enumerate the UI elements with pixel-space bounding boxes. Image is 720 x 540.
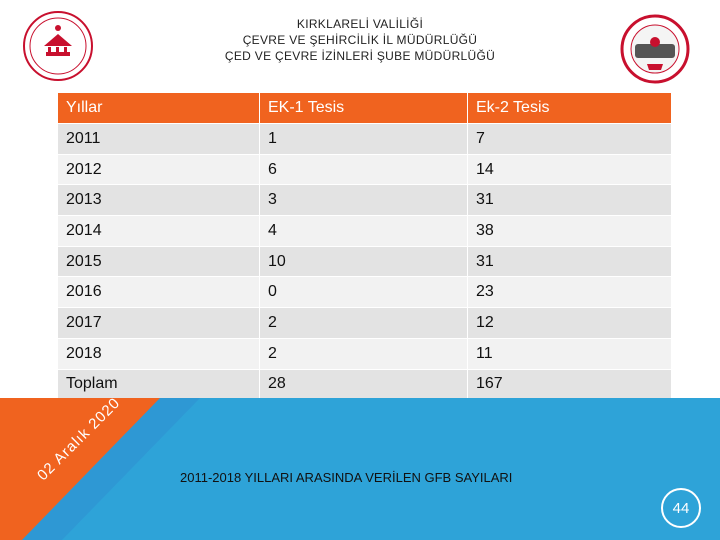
header-line-1: KIRKLARELİ VALİLİĞİ [296,17,424,31]
table-row: 2015 10 31 [58,246,671,278]
cell-ek2: 31 [467,246,671,278]
header-ek1: EK-1 Tesis [259,93,468,124]
cell-year: 2012 [58,154,260,186]
table-row-total: Toplam 28 167 [58,369,671,401]
cell-year: 2011 [58,123,260,155]
table-caption: 2011-2018 YILLARI ARASINDA VERİLEN GFB S… [180,470,513,485]
table-row: 2016 0 23 [58,276,671,309]
page-number-badge: 44 [661,488,701,528]
cell-ek1: 4 [259,215,468,247]
cell-ek1: 6 [259,154,468,186]
gfb-table: Yıllar EK-1 Tesis Ek-2 Tesis 2011 1 7 20… [58,93,671,401]
ministry-logo [23,11,93,81]
cell-ek2: 14 [467,154,671,186]
cell-year: 2017 [58,307,260,339]
cell-ek1: 10 [259,246,468,278]
table-row: 2012 6 14 [58,154,671,186]
governorship-seal [620,14,690,84]
cell-total-ek2: 167 [467,369,671,401]
cell-ek2: 31 [467,184,671,217]
cell-ek1: 2 [259,338,468,370]
cell-year: 2013 [58,184,260,217]
cell-year: 2018 [58,338,260,370]
cell-ek2: 12 [467,307,671,339]
table-row: 2013 3 31 [58,184,671,217]
cell-ek2: 23 [467,276,671,309]
cell-ek1: 0 [259,276,468,309]
page-number: 44 [672,499,690,517]
page-header: KIRKLARELİ VALİLİĞİ ÇEVRE VE ŞEHİRCİLİK … [0,16,720,64]
cell-year: 2014 [58,215,260,247]
cell-ek1: 3 [259,184,468,217]
table-row: 2011 1 7 [58,123,671,155]
table-row: 2018 2 11 [58,338,671,370]
cell-ek2: 38 [467,215,671,247]
cell-total-label: Toplam [58,369,260,401]
table-row: 2014 4 38 [58,215,671,247]
cell-ek1: 2 [259,307,468,339]
header-ek2: Ek-2 Tesis [467,93,671,124]
cell-year: 2016 [58,276,260,309]
presentation-date: 02 Aralık 2020 [34,394,124,485]
cell-ek1: 1 [259,123,468,155]
cell-ek2: 11 [467,338,671,370]
table-row: 2017 2 12 [58,307,671,339]
cell-ek2: 7 [467,123,671,155]
cell-year: 2015 [58,246,260,278]
header-years: Yıllar [58,93,260,124]
table-header-row: Yıllar EK-1 Tesis Ek-2 Tesis [58,93,671,124]
header-line-3: ÇED VE ÇEVRE İZİNLERİ ŞUBE MÜDÜRLÜĞÜ [224,49,496,63]
header-line-2: ÇEVRE VE ŞEHİRCİLİK İL MÜDÜRLÜĞÜ [242,33,478,47]
band-orange-shape [0,398,160,540]
cell-total-ek1: 28 [259,369,468,401]
